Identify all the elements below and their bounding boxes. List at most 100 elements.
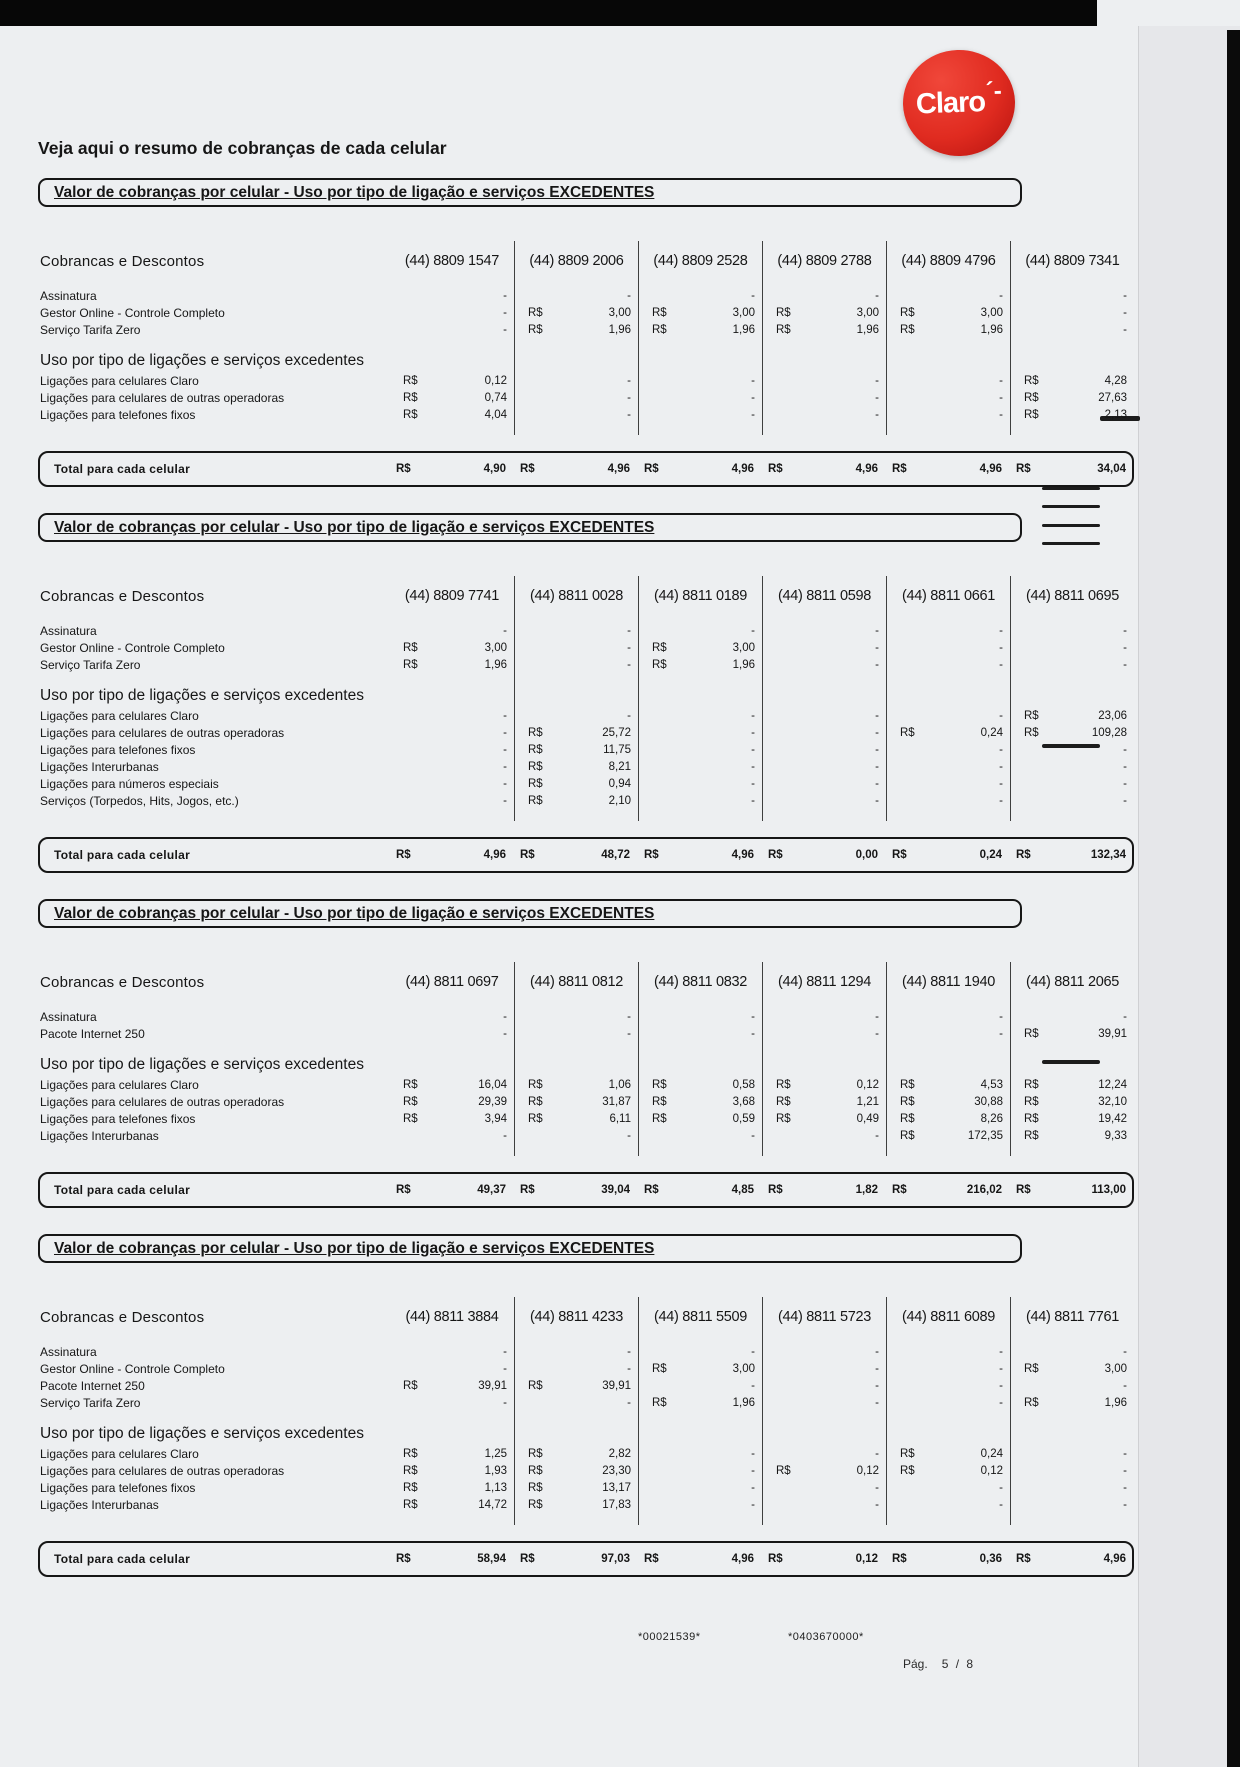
service-row-label: Serviço Tarifa Zero [40, 657, 141, 672]
usage-header-spacer [514, 1411, 638, 1445]
total-amount-cell: R$ 4,96 [636, 1553, 760, 1565]
dash-value: - [875, 760, 879, 773]
amount-cell: - [762, 1479, 886, 1496]
amount-value: 39,91 [602, 1379, 631, 1392]
charges-table: Cobrancas e Descontos (44) 8809 1547 (44) … [38, 241, 1138, 435]
usage-header-spacer [638, 338, 762, 372]
dash-value: - [751, 1464, 755, 1477]
currency-symbol: R$ [528, 760, 543, 773]
amount-cell: - [390, 287, 514, 304]
table-row: Serviço Tarifa Zero - - R$ 1,96 - - R$ 1,96 [38, 1394, 1138, 1411]
total-amount-cell: R$ 4,96 [760, 463, 884, 475]
amount-value: 39,91 [1098, 1027, 1127, 1040]
service-row-label: Pacote Internet 250 [40, 1378, 145, 1393]
amount-cell: - [886, 406, 1010, 423]
service-row-label: Gestor Online - Controle Completo [40, 305, 225, 320]
dash-value: - [875, 624, 879, 637]
pad-cell [1010, 1144, 1134, 1156]
currency-symbol: R$ [776, 1095, 791, 1108]
dash-value: - [503, 709, 507, 722]
total-row: Total para cada celular R$ 4,90 R$ 4,96 R$ 4,9… [38, 451, 1134, 487]
usage-header-spacer [1010, 1042, 1134, 1076]
currency-symbol: R$ [1016, 1184, 1031, 1196]
total-amount-cell: R$ 97,03 [512, 1553, 636, 1565]
usage-row-label: Ligações para celulares de outras operad… [40, 725, 285, 740]
page-number: Pág. 5 / 8 [903, 1657, 975, 1671]
dash-value: - [751, 1498, 755, 1511]
amount-value: 1,96 [732, 323, 755, 336]
dash-value: - [999, 777, 1003, 790]
table-row: Pacote Internet 250 - - - - - R$ 39,91 [38, 1025, 1138, 1042]
currency-symbol: R$ [396, 1553, 411, 1565]
dash-value: - [999, 289, 1003, 302]
amount-cell: - [638, 372, 762, 389]
pad-cell [762, 809, 886, 821]
amount-cell: - [886, 707, 1010, 724]
amount-cell: - [514, 707, 638, 724]
table-row: Gestor Online - Controle Completo R$ 3,00 -… [38, 639, 1138, 656]
amount-cell: - [390, 1025, 514, 1042]
dash-value: - [1123, 641, 1127, 654]
amount-cell: - [638, 1025, 762, 1042]
amount-cell: - [514, 1025, 638, 1042]
amount-cell: - [886, 1360, 1010, 1377]
amount-value: 2,10 [608, 794, 631, 807]
billing-section: Valor de cobranças por celular - Uso por… [38, 178, 1138, 487]
total-amount-cell: R$ 132,34 [1008, 849, 1132, 861]
pad-cell [886, 1144, 1010, 1156]
usage-header-row: Uso por tipo de ligações e serviços exce… [38, 1042, 1138, 1076]
amount-value: 113,00 [1091, 1184, 1126, 1196]
charges-table: Cobrancas e Descontos (44) 8811 0697 (44) … [38, 962, 1138, 1156]
dash-value: - [875, 1362, 879, 1375]
total-amount-cell: R$ 4,96 [884, 463, 1008, 475]
amount-cell: R$ 1,96 [514, 321, 638, 338]
currency-symbol: R$ [528, 1447, 543, 1460]
amount-cell: - [638, 741, 762, 758]
dash-value: - [627, 289, 631, 302]
column-header-row: Cobrancas e Descontos (44) 8809 1547 (44) … [38, 241, 1138, 287]
table-row: Serviços (Torpedos, Hits, Jogos, etc.) - R… [38, 792, 1138, 809]
amount-value: 0,12 [855, 1553, 878, 1565]
dash-value: - [627, 1345, 631, 1358]
column-header-row: Cobrancas e Descontos (44) 8809 7741 (44) … [38, 576, 1138, 622]
currency-symbol: R$ [1016, 849, 1031, 861]
currency-symbol: R$ [528, 323, 543, 336]
amount-value: 97,03 [601, 1553, 630, 1565]
amount-cell: R$ 172,35 [886, 1127, 1010, 1144]
amount-cell: - [638, 406, 762, 423]
total-amount-cell: R$ 0,12 [760, 1553, 884, 1565]
table-row: Ligações Interurbanas - - - - R$ 172,35 R$ 9,33 [38, 1127, 1138, 1144]
dash-value: - [875, 1010, 879, 1023]
amount-cell: R$ 25,72 [514, 724, 638, 741]
pad-cell [390, 1513, 514, 1525]
total-amount-cell: R$ 4,96 [636, 849, 760, 861]
currency-symbol: R$ [528, 1379, 543, 1392]
currency-symbol: R$ [403, 1498, 418, 1511]
dash-value: - [875, 1129, 879, 1142]
table-row: Ligações para celulares de outras operad… [38, 389, 1138, 406]
total-amount-cell: R$ 4,96 [388, 849, 512, 861]
amount-cell: - [1010, 639, 1134, 656]
amount-cell: R$ 12,24 [1010, 1076, 1134, 1093]
amount-cell: R$ 0,12 [762, 1076, 886, 1093]
amount-cell: - [390, 321, 514, 338]
amount-value: 3,00 [732, 306, 755, 319]
dash-value: - [503, 777, 507, 790]
amount-cell: - [1010, 1377, 1134, 1394]
currency-symbol: R$ [1016, 463, 1031, 475]
amount-cell: - [390, 758, 514, 775]
currency-symbol: R$ [768, 1553, 783, 1565]
scan-artifact-right-bar [1227, 30, 1240, 1767]
phone-number-header: (44) 8809 7341 [1010, 241, 1134, 287]
scan-artifact-top-bar [0, 0, 1097, 26]
dash-value: - [751, 1129, 755, 1142]
dash-value: - [999, 709, 1003, 722]
amount-cell: R$ 9,33 [1010, 1127, 1134, 1144]
phone-number-header: (44) 8811 4233 [514, 1297, 638, 1343]
total-amount-cell: R$ 4,96 [512, 463, 636, 475]
amount-cell: - [762, 389, 886, 406]
amount-value: 8,21 [608, 760, 631, 773]
amount-cell: - [886, 775, 1010, 792]
phone-number-header: (44) 8811 2065 [1010, 962, 1134, 1008]
amount-cell: R$ 0,24 [886, 1445, 1010, 1462]
